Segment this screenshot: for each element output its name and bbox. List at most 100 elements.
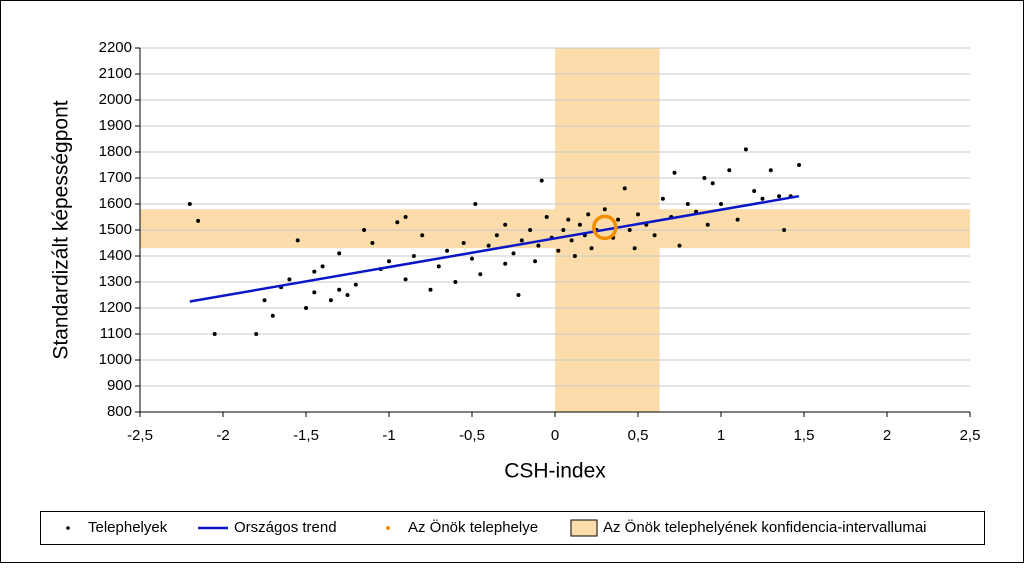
y-tick-label: 2200: [99, 39, 132, 56]
site-point: [387, 259, 391, 264]
y-tick-label: 1700: [99, 169, 132, 186]
site-point: [337, 287, 342, 292]
site-point: [320, 264, 325, 269]
site-point: [544, 215, 549, 219]
y-tick-label: 900: [107, 377, 132, 394]
site-point: [428, 287, 433, 292]
y-tick-label: 2100: [99, 65, 132, 82]
site-point: [572, 254, 577, 258]
x-tick-label: 2: [883, 427, 891, 444]
site-point: [586, 212, 591, 217]
site-point: [652, 233, 657, 238]
legend-marker: [570, 519, 598, 537]
site-point: [295, 238, 300, 243]
site-point: [536, 243, 541, 248]
x-tick-label: -1: [382, 427, 395, 444]
x-tick-label: 2,5: [960, 427, 981, 444]
legend-marker: [66, 526, 70, 530]
site-point: [470, 256, 474, 261]
site-point: [262, 298, 267, 303]
site-point: [752, 189, 757, 193]
trend-line: [189, 194, 800, 303]
site-point: [187, 202, 192, 206]
y-axis-title: Standardizált képességpont: [50, 100, 73, 359]
site-point: [622, 186, 627, 191]
site-point: [685, 202, 690, 206]
site-point: [516, 293, 521, 297]
site-point: [533, 259, 538, 264]
site-point: [503, 261, 508, 266]
site-point: [436, 264, 441, 269]
site-point: [503, 222, 508, 227]
site-point: [395, 220, 400, 225]
site-point: [677, 243, 682, 248]
y-tick-label: 800: [107, 403, 132, 420]
site-point: [511, 251, 516, 256]
site-point: [616, 217, 621, 222]
y-tick-label: 1000: [99, 351, 132, 368]
site-point: [453, 280, 458, 284]
site-point: [768, 168, 773, 173]
site-point: [702, 176, 707, 180]
site-point: [473, 202, 478, 206]
x-tick-label: 0,5: [628, 427, 649, 444]
site-point: [345, 293, 350, 297]
y-tick-label: 1100: [100, 325, 132, 342]
site-point: [602, 207, 607, 212]
legend-label: Az Önök telephelyének konfidencia-interv…: [603, 518, 927, 536]
site-point: [719, 202, 723, 206]
site-point: [760, 196, 765, 201]
site-point: [672, 170, 677, 175]
site-point: [287, 277, 292, 282]
y-tick-label: 1200: [99, 299, 132, 316]
legend-marker: [386, 526, 390, 530]
x-tick-label: -2,5: [127, 427, 153, 444]
y-tick-label: 1600: [99, 195, 132, 212]
site-point: [569, 238, 574, 243]
confidence-band-y: [140, 209, 970, 249]
site-point: [461, 241, 466, 245]
site-point: [556, 248, 561, 253]
legend: [40, 511, 985, 545]
site-point: [403, 215, 408, 219]
legend-label: Országos trend: [234, 519, 337, 536]
y-tick-label: 1300: [99, 273, 132, 290]
x-tick-label: 1: [717, 427, 725, 444]
site-point: [270, 313, 275, 318]
site-point: [777, 194, 782, 199]
x-tick-label: 1,5: [794, 427, 815, 444]
site-point: [486, 243, 491, 248]
site-point: [353, 282, 358, 287]
site-point: [589, 246, 594, 251]
y-tick-label: 1800: [99, 143, 132, 160]
site-point: [212, 332, 217, 336]
x-tick-label: -0,5: [459, 427, 485, 444]
site-point: [312, 290, 317, 295]
site-point: [445, 248, 450, 253]
site-point: [566, 217, 571, 222]
site-point: [328, 298, 333, 303]
site-point: [539, 178, 544, 183]
site-point: [519, 238, 524, 243]
site-point: [196, 218, 201, 223]
site-point: [727, 168, 732, 173]
x-tick-label: -2: [216, 427, 229, 444]
site-point: [660, 196, 665, 201]
site-point: [528, 228, 533, 232]
site-point: [632, 246, 637, 251]
site-point: [577, 222, 582, 227]
legend-label: Az Önök telephelye: [408, 518, 538, 536]
x-tick-label: 0: [551, 427, 559, 444]
site-point: [403, 277, 408, 282]
site-point: [304, 306, 308, 310]
site-point: [710, 181, 715, 186]
y-tick-label: 1900: [99, 117, 132, 134]
site-point: [337, 251, 342, 256]
legend-label: Telephelyek: [88, 519, 168, 536]
site-point: [797, 163, 802, 167]
site-point: [627, 228, 632, 232]
y-tick-label: 1400: [99, 247, 132, 264]
site-point: [494, 233, 499, 238]
site-point: [362, 228, 367, 232]
